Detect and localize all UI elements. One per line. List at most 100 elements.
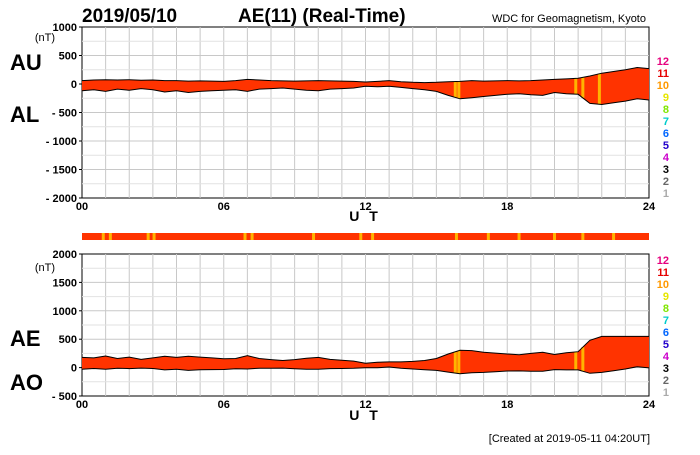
au-al-legend-entry: 10 [657, 80, 669, 92]
ae-ao-highlight-stripe [457, 350, 461, 374]
au-al-legend-entry: 2 [663, 176, 669, 188]
ae-ao-y-axis: 2000 1500 1000 500 0 - 500 [52, 249, 82, 403]
status-bar-mark [371, 233, 375, 240]
ae-ao-envelope [81, 335, 650, 375]
status-bar-mark [152, 233, 156, 240]
au-al-y-tick-label: 1000 [53, 22, 77, 34]
au-al-x-tick-label: 00 [76, 201, 88, 213]
au-al-highlight-stripe [457, 81, 461, 99]
created-timestamp: [Created at 2019-05-11 04:20UT] [489, 433, 650, 445]
au-al-y-tick-label: - 500 [52, 108, 77, 120]
ae-ao-legend-entry: 2 [663, 375, 669, 387]
au-al-legend-entry: 8 [663, 104, 669, 116]
ae-ao-legend-entry: 7 [663, 315, 669, 327]
status-bar-mark [101, 233, 105, 240]
au-al-y-axis: 1000 500 0 - 500 - 1000 - 1500 - 2000 [46, 22, 82, 205]
status-bar-mark [312, 233, 316, 240]
ae-ao-x-tick-label: 18 [501, 399, 513, 411]
ae-ao-unit-label: (nT) [35, 262, 55, 274]
ae-ao-x-axis: 00 06 12 18 24 [76, 399, 656, 411]
au-al-x-tick-label: 24 [643, 201, 656, 213]
ae-ao-lower-line [81, 366, 650, 375]
ae-ao-legend-entry: 8 [663, 303, 669, 315]
ae-ao-legend-entry: 9 [663, 291, 669, 303]
au-al-legend-entry: 1 [663, 188, 669, 200]
status-bar-mark [553, 233, 556, 240]
status-bar-mark [581, 233, 585, 240]
ae-ao-x-tick-label: 12 [359, 399, 371, 411]
au-al-highlight-stripe [574, 78, 578, 95]
au-al-legend-entry: 7 [663, 116, 669, 128]
ae-ao-envelope-area [82, 336, 649, 374]
au-al-legend-entry: 5 [663, 140, 669, 152]
au-label: AU [10, 50, 42, 75]
ae-ao-x-tick-label: 24 [643, 399, 656, 411]
status-bar-mark [359, 233, 363, 240]
au-al-x-tick-label: 06 [218, 201, 230, 213]
au-al-y-tick-label: 0 [71, 79, 77, 91]
ae-ao-upper-line [81, 335, 649, 364]
ae-ao-highlight-stripe [453, 351, 457, 374]
ae-ao-legend-entry: 10 [657, 279, 669, 291]
au-al-highlight-stripe [453, 81, 457, 98]
au-al-y-tick-label: - 2000 [46, 193, 77, 205]
ae-ao-legend-entry: 11 [657, 267, 669, 279]
au-al-x-axis-title: U T [349, 208, 381, 224]
data-status-bar [82, 233, 649, 240]
status-bar-mark [517, 233, 521, 240]
ae-ao-x-tick-label: 00 [76, 399, 88, 411]
au-al-x-tick-label: 12 [359, 201, 371, 213]
ae-ao-legend-entry: 12 [657, 255, 669, 267]
ae-ao-y-tick-label: 2000 [53, 249, 77, 261]
au-al-unit-label: (nT) [35, 32, 55, 44]
ae-label: AE [10, 326, 41, 351]
ae-ao-legend-entry: 6 [663, 327, 669, 339]
ae-ao-y-tick-label: 500 [59, 334, 77, 346]
au-al-x-axis: 00 06 12 18 24 [76, 201, 656, 213]
al-label: AL [10, 102, 39, 127]
au-al-legend-entry: 9 [663, 92, 669, 104]
au-al-legend-entry: 4 [663, 152, 670, 164]
ae-ao-highlight-stripe [574, 351, 578, 370]
ao-label: AO [10, 370, 43, 395]
status-bar-mark [146, 233, 150, 240]
au-al-y-tick-label: - 1000 [46, 136, 77, 148]
ae-ao-y-tick-label: 1500 [53, 277, 77, 289]
au-al-envelope [81, 66, 650, 106]
au-al-y-tick-label: - 1500 [46, 165, 77, 177]
au-al-highlight-stripe [581, 77, 585, 98]
au-al-legend-entry: 3 [663, 164, 669, 176]
ae-ao-highlight-stripe [581, 347, 585, 372]
ae-ao-y-tick-label: 1000 [53, 306, 77, 318]
status-bar-mark [250, 233, 254, 240]
status-bar-mark [243, 233, 247, 240]
ae-ao-x-tick-label: 06 [218, 399, 230, 411]
ae-ao-x-axis-title: U T [349, 407, 381, 423]
au-al-lower-line [81, 85, 650, 106]
ae-ao-legend-entry: 4 [663, 351, 670, 363]
status-bar-mark [486, 233, 490, 240]
status-bar-mark [108, 233, 112, 240]
au-al-y-tick-label: 500 [59, 51, 77, 63]
au-al-x-tick-label: 18 [501, 201, 513, 213]
ae-ao-legend-entry: 3 [663, 363, 669, 375]
date-title: 2019/05/10 [82, 6, 177, 27]
au-al-upper-line [81, 66, 650, 84]
au-al-legend-entry: 12 [657, 56, 669, 68]
ae-ao-y-tick-label: 0 [71, 363, 77, 375]
ae-ao-legend-entry: 5 [663, 339, 669, 351]
au-al-highlight-stripe [597, 73, 601, 105]
index-title: AE(11) (Real-Time) [238, 6, 406, 27]
au-al-legend-entry: 6 [663, 128, 669, 140]
status-bar-base [82, 233, 649, 240]
source-label: WDC for Geomagnetism, Kyoto [492, 13, 646, 25]
ae-ao-legend-entry: 1 [663, 387, 669, 399]
status-bar-mark [612, 233, 616, 240]
au-al-legend-entry: 11 [657, 68, 669, 80]
